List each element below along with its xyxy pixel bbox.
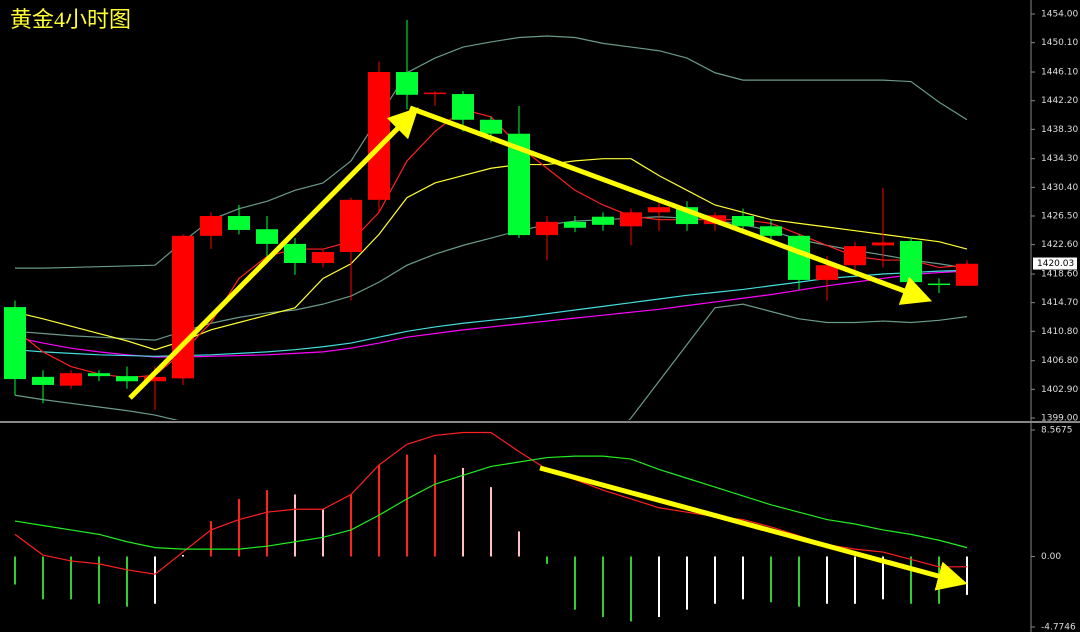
candle-body — [228, 216, 250, 230]
last-price-label: 1420.03 — [1037, 259, 1074, 269]
y-tick-label: 1454.00 — [1041, 10, 1078, 20]
macd-bar — [350, 494, 352, 557]
candle-body — [312, 251, 334, 264]
macd-bar — [490, 487, 492, 557]
candle-body — [60, 373, 82, 386]
candle-body — [872, 242, 894, 246]
y-tick-label: 1399.00 — [1041, 414, 1078, 424]
candle-body — [396, 72, 418, 95]
indicator-line — [14, 455, 968, 550]
y-tick-label: -4.7746 — [1041, 623, 1076, 632]
candle-body — [900, 240, 922, 283]
candle-body — [508, 133, 530, 236]
macd-bar — [210, 521, 212, 557]
candle-body — [480, 119, 502, 134]
y-tick-label: 1418.60 — [1041, 270, 1078, 280]
y-tick-label: 1422.60 — [1041, 240, 1078, 250]
arrow — [128, 107, 419, 400]
chart-title: 黄金4小时图 — [10, 7, 131, 32]
candle-body — [788, 235, 810, 280]
macd-bar — [770, 556, 772, 603]
candle-body — [620, 212, 642, 227]
arrow — [409, 105, 933, 305]
macd-bar — [742, 556, 744, 600]
macd-bar — [294, 494, 296, 557]
y-tick-label: 1410.80 — [1041, 327, 1078, 337]
axes: 1454.00 1450.10 1446.10 1442.20 1438.30 1434.… — [1031, 10, 1078, 632]
y-tick-label: 1450.10 — [1041, 38, 1078, 48]
candle-body — [144, 376, 166, 382]
candle-body — [760, 226, 782, 236]
macd-bar — [14, 556, 16, 585]
candle-body — [564, 221, 586, 228]
macd-bar — [546, 556, 548, 564]
macd-bar — [910, 556, 912, 604]
macd-bar — [462, 467, 464, 557]
macd-bar — [882, 556, 884, 600]
y-tick-label: 1446.10 — [1041, 68, 1078, 78]
macd-bar — [938, 556, 940, 604]
macd-bar — [406, 454, 408, 557]
macd-bar — [574, 556, 576, 610]
candle-body — [200, 216, 222, 236]
trend-arrows — [128, 105, 968, 591]
candle-body — [648, 207, 670, 213]
indicator-line — [14, 303, 968, 420]
candle-body — [172, 235, 194, 379]
candle-body — [816, 265, 838, 280]
macd-bar — [154, 556, 156, 604]
candle-body — [32, 376, 54, 385]
macd-bar — [434, 454, 436, 557]
candle-body — [368, 72, 390, 200]
candle-body — [452, 94, 474, 120]
macd-bar — [266, 490, 268, 557]
y-tick-label: 1406.80 — [1041, 356, 1078, 366]
macd-bar — [378, 464, 380, 557]
candle-body — [928, 283, 950, 286]
macd-bar — [322, 509, 324, 557]
y-tick-label: 1426.50 — [1041, 212, 1078, 222]
y-tick-label: 1414.70 — [1041, 298, 1078, 308]
price-panel — [4, 19, 978, 420]
last-price-box — [1033, 257, 1077, 270]
candle-body — [732, 216, 754, 227]
y-tick-label: 1430.40 — [1041, 183, 1078, 193]
candle-body — [340, 199, 362, 252]
y-tick-label: 8.5675 — [1041, 426, 1073, 436]
candle-body — [88, 373, 110, 377]
macd-bar — [686, 556, 688, 610]
y-tick-label: 1442.20 — [1041, 96, 1078, 106]
macd-bar — [602, 556, 604, 618]
macd-bar — [714, 556, 716, 604]
candle-body — [536, 221, 558, 236]
candle-body — [592, 216, 614, 225]
macd-bar — [126, 556, 128, 607]
candle-body — [844, 246, 866, 266]
y-tick-label: 1402.90 — [1041, 385, 1078, 395]
macd-bar — [966, 556, 968, 595]
macd-bar — [70, 556, 72, 600]
candle-body — [116, 376, 138, 382]
macd-bar — [42, 556, 44, 600]
macd-bar — [658, 556, 660, 618]
candle-body — [284, 243, 306, 264]
macd-bar — [98, 556, 100, 604]
macd-bar — [854, 556, 856, 604]
macd-bar — [826, 556, 828, 604]
y-tick-label: 0.00 — [1041, 552, 1061, 562]
macd-bar — [182, 555, 184, 557]
macd-bar — [630, 556, 632, 622]
candle-body — [4, 307, 26, 380]
macd-bar — [798, 556, 800, 607]
candle-body — [256, 229, 278, 244]
candle-body — [424, 92, 446, 95]
macd-bar — [238, 498, 240, 557]
y-tick-label: 1438.30 — [1041, 125, 1078, 135]
macd-bar — [518, 531, 520, 557]
arrow — [539, 465, 968, 591]
y-tick-label: 1434.30 — [1041, 154, 1078, 164]
candle-body — [956, 263, 978, 286]
